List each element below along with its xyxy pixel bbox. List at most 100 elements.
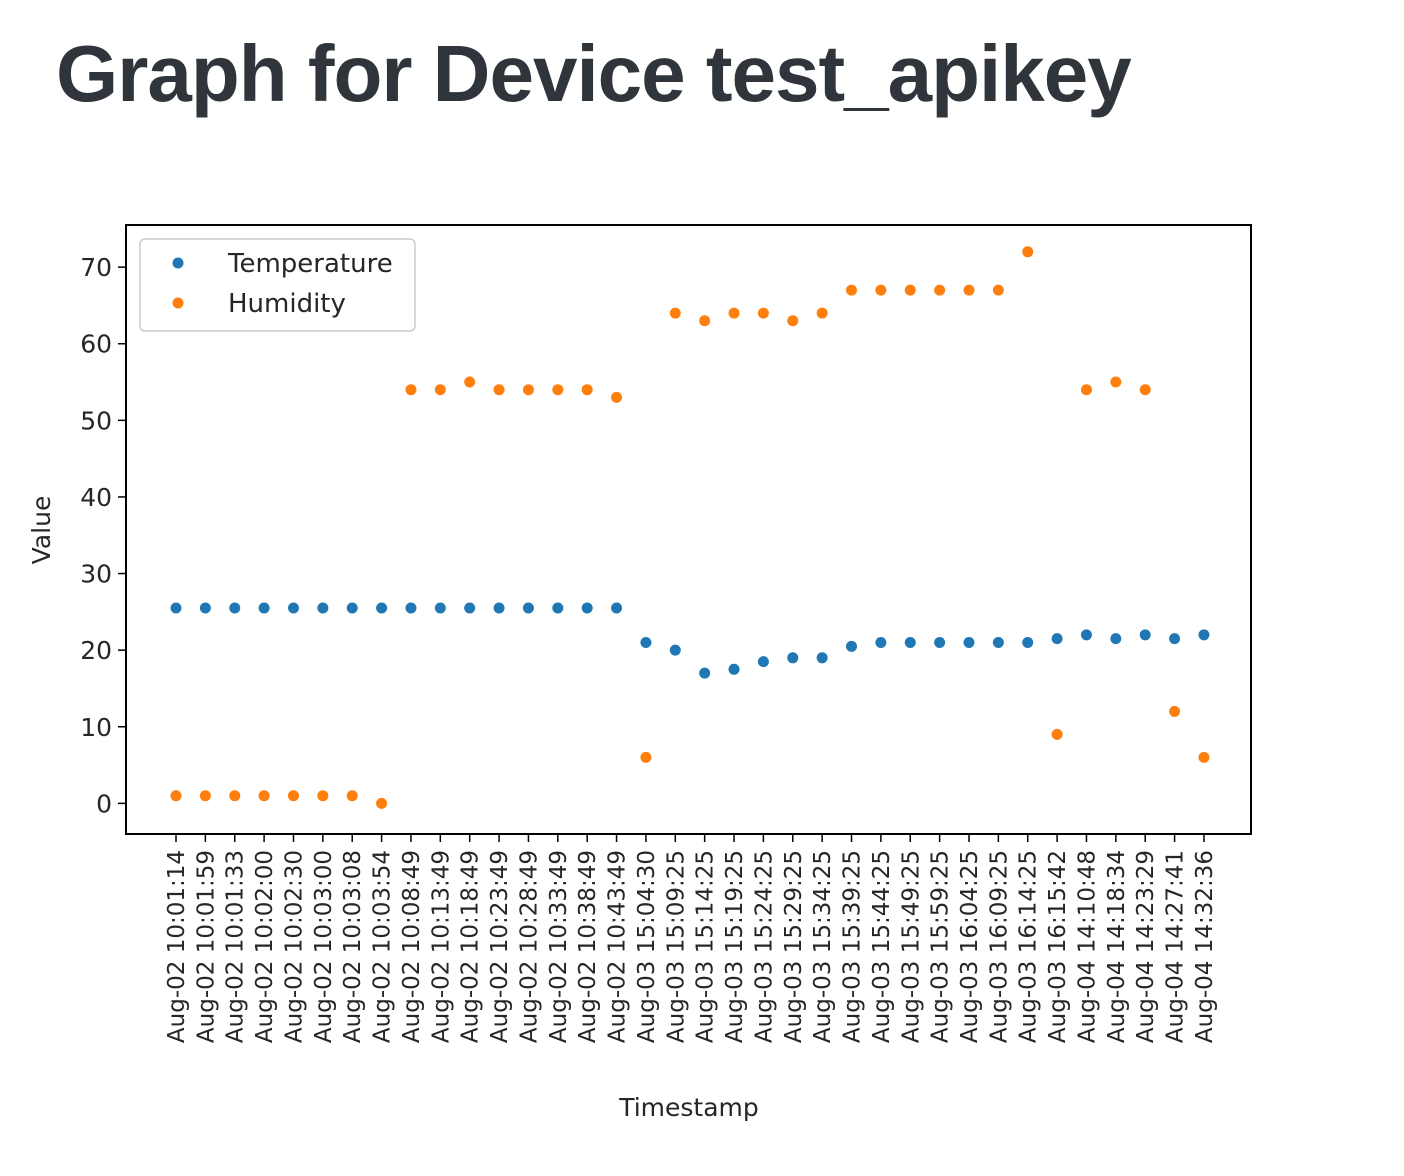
data-point <box>258 790 270 802</box>
data-point <box>170 790 182 802</box>
data-point <box>904 636 916 648</box>
legend-box <box>139 238 416 332</box>
data-point <box>611 602 623 614</box>
x-tick-label: Aug-03 15:59:25 <box>928 850 954 1043</box>
data-point <box>1051 728 1063 740</box>
data-point <box>992 636 1004 648</box>
data-points <box>170 246 1210 809</box>
data-point <box>1198 629 1210 641</box>
data-point <box>405 602 417 614</box>
y-axis-label: Value <box>27 496 56 565</box>
data-point <box>581 602 593 614</box>
x-tick-label: Aug-03 15:19:25 <box>722 850 748 1043</box>
data-point <box>199 602 211 614</box>
data-point <box>434 384 446 396</box>
x-tick-label: Aug-03 16:14:25 <box>1016 850 1042 1043</box>
data-point <box>229 602 241 614</box>
x-tick-label: Aug-03 16:04:25 <box>957 850 983 1043</box>
x-tick-label: Aug-02 10:18:49 <box>458 850 484 1043</box>
data-point <box>346 790 358 802</box>
y-tick-label: 60 <box>80 330 112 359</box>
x-tick-label: Aug-02 10:38:49 <box>575 850 601 1043</box>
data-point <box>493 602 505 614</box>
data-point <box>464 602 476 614</box>
data-point <box>728 663 740 675</box>
y-axis: 0 10 20 30 40 50 60 70 <box>80 253 126 818</box>
x-tick-label: Aug-02 10:03:00 <box>311 850 337 1043</box>
data-point <box>757 307 769 319</box>
x-tick-label: Aug-03 15:04:30 <box>634 850 660 1043</box>
data-point <box>846 640 858 652</box>
data-point <box>875 284 887 296</box>
x-tick-label: Aug-04 14:18:34 <box>1104 850 1130 1043</box>
x-tick-label: Aug-02 10:03:08 <box>340 850 366 1043</box>
x-tick-label: Aug-03 16:09:25 <box>986 850 1012 1043</box>
x-tick-label: Aug-02 10:43:49 <box>605 850 631 1043</box>
x-tick-label: Aug-02 10:01:33 <box>223 850 249 1043</box>
data-point <box>699 667 711 679</box>
y-tick-label: 20 <box>80 636 112 665</box>
data-point <box>963 284 975 296</box>
legend-label: Humidity <box>228 289 346 319</box>
data-point <box>640 636 652 648</box>
data-point <box>581 384 593 396</box>
x-tick-label: Aug-02 10:28:49 <box>516 850 542 1043</box>
series-temperature <box>170 602 1210 679</box>
data-point <box>1110 633 1122 645</box>
x-tick-label: Aug-04 14:23:29 <box>1133 850 1159 1043</box>
legend-marker <box>172 297 184 309</box>
data-point <box>1051 633 1063 645</box>
x-axis-label: Timestamp <box>618 1093 759 1122</box>
data-point <box>317 790 329 802</box>
data-point <box>552 602 564 614</box>
legend: Temperature Humidity <box>139 238 416 332</box>
y-tick-label: 10 <box>80 713 112 742</box>
data-point <box>376 797 388 809</box>
x-tick-label: Aug-02 10:23:49 <box>487 850 513 1043</box>
data-point <box>611 391 623 403</box>
legend-label: Temperature <box>227 249 393 279</box>
data-point <box>199 790 211 802</box>
data-point <box>552 384 564 396</box>
data-point <box>1198 751 1210 763</box>
y-tick-label: 40 <box>80 483 112 512</box>
x-tick-label: Aug-03 15:44:25 <box>869 850 895 1043</box>
x-tick-label: Aug-04 14:32:36 <box>1192 850 1218 1043</box>
page-title: Graph for Device test_apikey <box>56 29 1132 118</box>
data-point <box>346 602 358 614</box>
data-point <box>464 376 476 388</box>
y-tick-label: 70 <box>80 253 112 282</box>
data-point <box>904 284 916 296</box>
data-point <box>317 602 329 614</box>
y-tick-label: 0 <box>96 789 112 818</box>
chart-container: 0 10 20 30 40 50 60 70 Aug-02 10:01:14 Aug-02 10… <box>0 150 1404 1150</box>
data-point <box>934 636 946 648</box>
data-point <box>405 384 417 396</box>
data-point <box>1022 246 1034 258</box>
data-point <box>787 315 799 327</box>
data-point <box>1022 636 1034 648</box>
data-point <box>1169 633 1181 645</box>
x-tick-label: Aug-02 10:02:00 <box>252 850 278 1043</box>
data-point <box>787 652 799 664</box>
x-tick-label: Aug-04 14:27:41 <box>1163 850 1189 1043</box>
data-point <box>1139 384 1151 396</box>
y-tick-label: 30 <box>80 560 112 589</box>
x-tick-label: Aug-04 14:10:48 <box>1074 850 1100 1043</box>
x-tick-label: Aug-02 10:13:49 <box>428 850 454 1043</box>
x-tick-label: Aug-02 10:02:30 <box>281 850 307 1043</box>
data-point <box>1169 705 1181 717</box>
x-tick-label: Aug-02 10:33:49 <box>546 850 572 1043</box>
x-tick-label: Aug-02 10:01:59 <box>193 850 219 1043</box>
data-point <box>1080 629 1092 641</box>
data-point <box>1139 629 1151 641</box>
data-point <box>669 307 681 319</box>
x-tick-label: Aug-03 15:34:25 <box>810 850 836 1043</box>
data-point <box>376 602 388 614</box>
data-point <box>816 652 828 664</box>
data-point <box>434 602 446 614</box>
x-tick-label: Aug-02 10:01:14 <box>164 850 190 1043</box>
x-tick-label: Aug-02 10:08:49 <box>399 850 425 1043</box>
data-point <box>1110 376 1122 388</box>
